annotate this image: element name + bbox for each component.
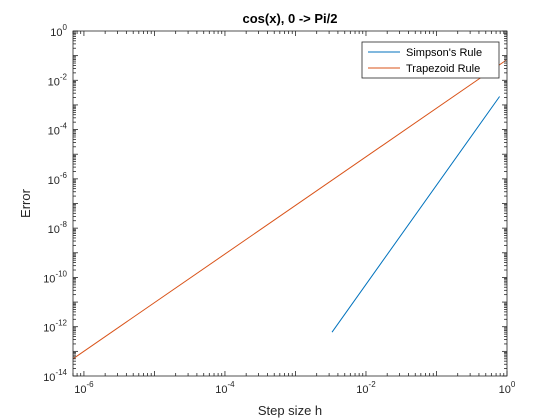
legend-box	[361, 41, 500, 79]
series-line-1	[72, 59, 507, 360]
x-axis-label: Step size h	[258, 403, 322, 418]
y-axis-label: Error	[18, 188, 33, 218]
chart-title: cos(x), 0 -> Pi/2	[242, 11, 337, 26]
series-line-0	[331, 96, 500, 333]
legend: Simpson's Rule Trapezoid Rule	[361, 41, 500, 79]
legend-label-0: Simpson's Rule	[406, 47, 482, 59]
plot-area	[73, 31, 507, 376]
legend-label-1: Trapezoid Rule	[406, 63, 480, 75]
series-layer	[72, 59, 507, 360]
